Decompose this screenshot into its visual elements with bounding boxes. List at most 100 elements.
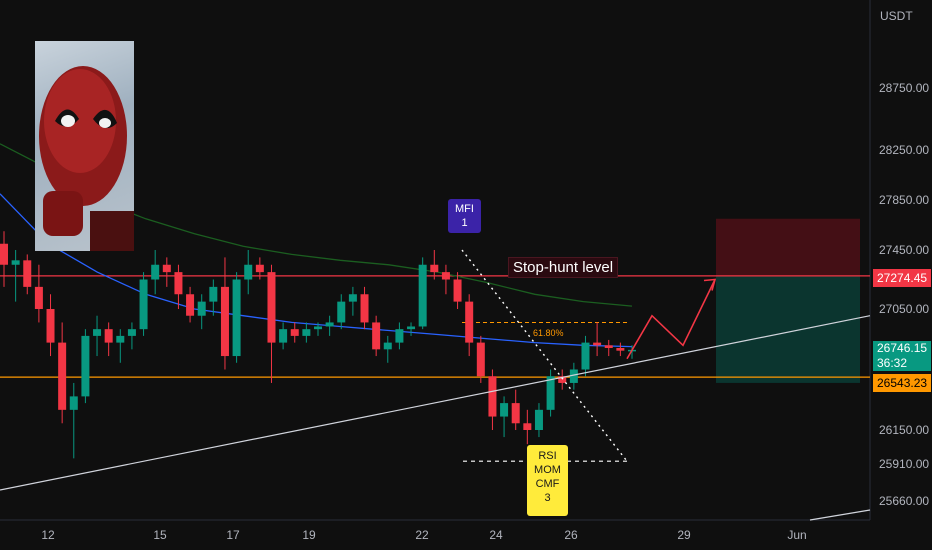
dotted-decline-line	[461, 249, 628, 462]
candle-body	[453, 279, 462, 302]
candle-body	[476, 342, 485, 377]
stop-hunt-label: Stop-hunt level	[508, 257, 619, 278]
cmf-label: CMF	[535, 478, 560, 490]
candle-body	[465, 301, 474, 343]
candle-body	[546, 376, 555, 410]
candle-body	[604, 345, 613, 348]
candle-body	[11, 260, 20, 265]
rsi-signal-badge[interactable]: RSI MOM CMF 3	[527, 445, 568, 516]
mfi-signal-badge[interactable]: MFI 1	[448, 199, 481, 233]
candle-body	[232, 279, 241, 357]
candle-body	[511, 403, 520, 424]
candle-body	[267, 272, 276, 343]
rsi-label: RSI	[538, 450, 557, 462]
candles	[0, 231, 636, 459]
candle-body	[162, 264, 171, 273]
candle-body	[616, 347, 625, 351]
x-tick-label: 29	[677, 528, 691, 542]
x-tick-label: 12	[41, 528, 55, 542]
candle-body	[337, 301, 346, 323]
candle-body	[0, 243, 8, 265]
position-boxes	[716, 218, 860, 383]
candle-body	[500, 403, 509, 417]
y-tick-label: 26150.00	[879, 423, 929, 437]
candle-body	[81, 335, 90, 397]
candle-body	[209, 286, 218, 302]
x-tick-label: 17	[226, 528, 240, 542]
candle-body	[488, 376, 497, 417]
candle-body	[593, 342, 602, 346]
candle-body	[116, 335, 125, 343]
candle-body	[418, 264, 427, 327]
candle-body	[151, 264, 160, 280]
candle-body	[290, 329, 299, 336]
resistance-price-tag: 27274.45	[873, 269, 932, 287]
support-price-tag: 26543.23	[873, 374, 932, 392]
projection-arrowhead	[703, 278, 717, 291]
candle-body	[58, 342, 67, 410]
mom-label: MOM	[534, 464, 561, 476]
stop-zone-box	[716, 218, 860, 276]
mfi-count: 1	[461, 217, 468, 229]
candle-body	[186, 294, 195, 316]
candle-body	[220, 286, 229, 357]
time-axis[interactable]: 12 15 17 19 22 24 26 29 Jun	[41, 528, 806, 542]
last-price-value: 26746.15	[877, 341, 928, 355]
ma-blue-line	[0, 193, 633, 348]
deadpool-mask-icon	[39, 66, 134, 251]
candle-body	[430, 264, 439, 273]
x-tick-label: 26	[564, 528, 578, 542]
candle-body	[174, 272, 183, 295]
deadpool-meme-image	[35, 41, 134, 251]
mfi-label: MFI	[455, 203, 474, 215]
y-tick-label: 25660.00	[879, 494, 929, 508]
candle-body	[523, 423, 532, 430]
candle-body	[69, 396, 78, 410]
candle-body	[360, 294, 369, 323]
y-tick-label: 28250.00	[879, 143, 929, 157]
candle-body	[441, 272, 450, 280]
y-tick-label: 27850.00	[879, 193, 929, 207]
price-axis[interactable]: 28750.00 28250.00 27850.00 27450.00 27050.00…	[879, 81, 929, 508]
candle-body	[325, 322, 334, 327]
candle-body	[104, 329, 113, 343]
x-tick-label: 19	[302, 528, 316, 542]
lower-trendline	[809, 509, 871, 521]
candle-body	[244, 264, 253, 280]
target-zone-box	[716, 275, 860, 383]
ascending-trendline	[0, 315, 871, 491]
candle-body	[383, 342, 392, 350]
y-tick-label: 27050.00	[879, 302, 929, 316]
x-tick-label: 22	[415, 528, 429, 542]
candle-body	[93, 329, 102, 336]
candle-body	[407, 326, 416, 330]
price-levels	[0, 275, 870, 378]
bar-countdown: 36:32	[877, 356, 908, 370]
candle-body	[314, 326, 322, 330]
x-tick-label: 15	[153, 528, 167, 542]
candle-body	[127, 329, 136, 336]
y-tick-label: 25910.00	[879, 457, 929, 471]
projection-path	[626, 279, 716, 360]
candle-body	[255, 264, 264, 273]
fib-label: 61.80%	[533, 328, 564, 338]
currency-label: USDT	[880, 9, 913, 23]
candle-body	[534, 409, 543, 430]
candle-body	[197, 301, 206, 316]
y-tick-label: 27450.00	[879, 243, 929, 257]
candle-body	[302, 329, 311, 336]
candle-body	[581, 342, 590, 370]
candle-body	[395, 329, 404, 343]
x-tick-label: 24	[489, 528, 503, 542]
candle-body	[46, 309, 55, 343]
candle-body	[279, 329, 288, 343]
candle-body	[139, 279, 148, 330]
y-tick-label: 28750.00	[879, 81, 929, 95]
rsi-count: 3	[544, 492, 551, 504]
grid	[0, 0, 871, 521]
candle-body	[558, 376, 567, 383]
candle-body	[34, 286, 43, 309]
candle-body	[348, 294, 357, 302]
candle-body	[23, 260, 32, 287]
